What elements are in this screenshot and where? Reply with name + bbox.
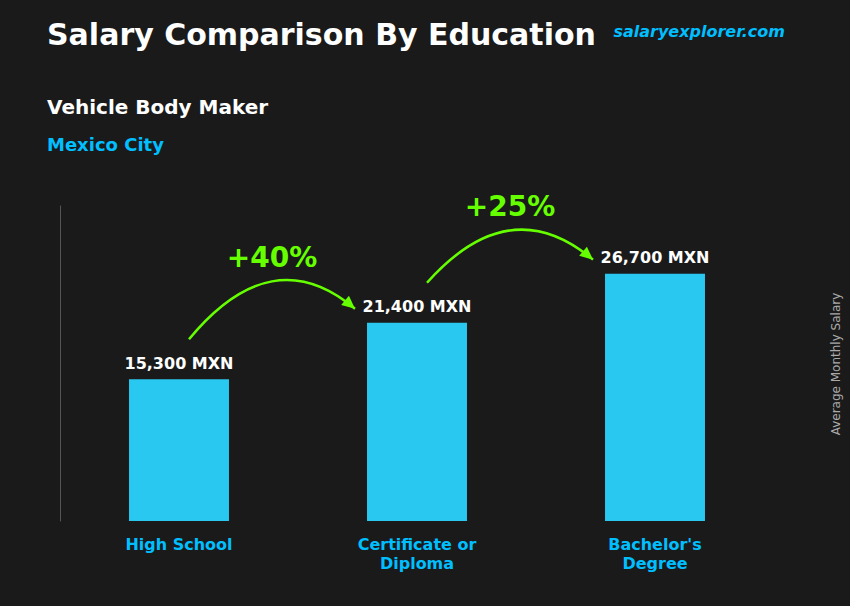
svg-text:Degree: Degree	[622, 554, 687, 573]
svg-text:+40%: +40%	[227, 241, 317, 274]
svg-text:Bachelor's: Bachelor's	[608, 535, 702, 554]
svg-text:21,400 MXN: 21,400 MXN	[363, 297, 472, 316]
svg-text:Mexico City: Mexico City	[47, 134, 164, 155]
svg-text:26,700 MXN: 26,700 MXN	[601, 248, 710, 267]
svg-text:15,300 MXN: 15,300 MXN	[125, 354, 234, 373]
svg-text:Diploma: Diploma	[380, 554, 454, 573]
svg-text:Average Monthly Salary: Average Monthly Salary	[829, 293, 843, 436]
svg-text:+25%: +25%	[465, 190, 555, 223]
svg-text:Salary Comparison By Education: Salary Comparison By Education	[47, 17, 596, 52]
svg-text:Vehicle Body Maker: Vehicle Body Maker	[47, 95, 268, 119]
svg-text:Certificate or: Certificate or	[358, 535, 477, 554]
svg-text:salaryexplorer.com: salaryexplorer.com	[613, 22, 785, 41]
svg-text:High School: High School	[125, 535, 232, 554]
